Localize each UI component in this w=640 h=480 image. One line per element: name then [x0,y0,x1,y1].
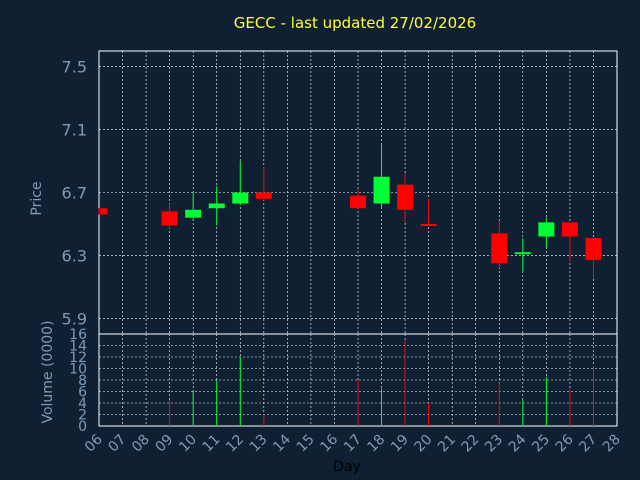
day-tick-label: 15 [294,432,318,456]
candle-body [185,209,202,218]
candle-body [100,208,107,215]
day-tick-label: 19 [388,432,412,456]
candle-body [491,233,508,264]
candle-body [561,222,578,237]
day-tick-label: 25 [529,432,553,456]
day-tick-label: 21 [435,432,459,456]
candle-body [161,211,178,226]
price-tick-label: 7.1 [62,121,87,140]
candle-body [373,176,390,204]
day-tick-label: 10 [176,432,200,456]
day-tick-label: 24 [506,431,530,455]
day-tick-label: 20 [412,432,436,456]
volume-tick-label: 0 [78,419,87,435]
day-tick-label: 17 [341,432,365,456]
day-tick-label: 22 [459,432,483,456]
candle-body [420,223,437,226]
day-tick-label: 09 [153,432,177,456]
price-tick-label: 6.7 [62,184,87,203]
day-tick-label: 16 [317,431,341,455]
volume-tick-label: 14 [69,339,87,355]
price-tick-label: 5.9 [62,309,87,328]
candle-body [350,195,366,209]
day-tick-label: 07 [105,432,129,456]
candle-body [514,252,531,255]
volume-tick-label: 12 [69,350,87,366]
day-tick-label: 28 [600,432,624,456]
chart-title: GECC - last updated 27/02/2026 [233,14,477,32]
price-tick-label: 7.5 [62,58,87,77]
day-tick-label: 23 [482,432,506,456]
volume-axis-label: Volume (0000) [40,320,56,423]
volume-tick-label: 2 [78,408,87,424]
candle-body [255,192,272,199]
volume-tick-label: 10 [69,362,87,378]
day-axis-label: Day [333,459,361,475]
price-tick-label: 6.3 [62,246,87,265]
volume-tick-label: 8 [78,373,87,389]
day-tick-label: 11 [200,432,224,456]
day-tick-label: 14 [270,431,294,455]
price-axis-label: Price [29,181,45,215]
day-tick-label: 08 [129,432,153,456]
volume-tick-label: 6 [78,385,87,401]
day-tick-label: 06 [82,431,106,455]
volume-tick-label: 4 [78,396,87,412]
day-tick-label: 18 [364,432,388,456]
candle-body [538,222,555,237]
day-tick-label: 13 [247,432,271,456]
day-tick-label: 27 [576,432,600,456]
candle-body [232,192,249,204]
day-tick-label: 26 [553,431,577,455]
candle-body [397,184,414,210]
day-tick-label: 12 [223,432,247,456]
candle-body [585,238,602,261]
volume-tick-label: 16 [69,327,87,343]
candle-body [208,203,225,209]
